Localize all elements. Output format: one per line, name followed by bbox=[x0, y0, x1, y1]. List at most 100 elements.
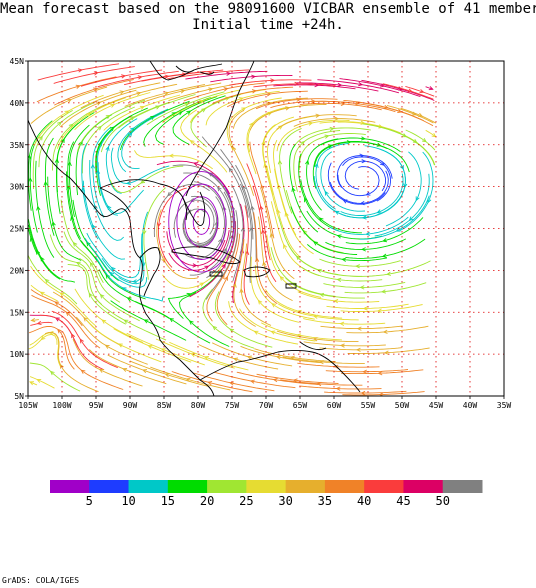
streamline-arrow bbox=[204, 265, 210, 270]
streamline-arrow bbox=[193, 162, 198, 167]
streamline-arrow bbox=[313, 241, 318, 246]
streamline-arrow bbox=[201, 108, 207, 113]
streamline bbox=[35, 160, 55, 258]
streamline bbox=[357, 101, 434, 127]
streamline bbox=[39, 314, 105, 371]
streamline bbox=[341, 369, 424, 375]
streamline bbox=[276, 114, 357, 130]
streamline bbox=[168, 230, 230, 271]
streamline bbox=[324, 390, 407, 394]
streamline bbox=[253, 212, 278, 305]
streamline bbox=[385, 151, 422, 227]
streamline-arrow bbox=[239, 288, 244, 293]
streamline-arrow bbox=[329, 126, 335, 132]
streamline-arrow bbox=[336, 234, 342, 239]
streamline bbox=[214, 371, 296, 389]
streamline-arrow bbox=[49, 370, 55, 376]
streamline bbox=[141, 69, 224, 82]
streamline-arrow bbox=[67, 98, 73, 103]
streamline bbox=[31, 319, 39, 321]
streamline-arrow bbox=[261, 140, 266, 146]
streamline-arrow bbox=[382, 329, 388, 334]
streamline-arrow bbox=[59, 363, 64, 369]
streamline-arrow bbox=[160, 348, 166, 353]
streamline-arrow bbox=[229, 328, 235, 333]
streamline bbox=[210, 74, 293, 83]
streamline bbox=[28, 228, 38, 255]
streamline bbox=[303, 341, 386, 347]
streamline bbox=[67, 263, 127, 325]
streamline bbox=[166, 231, 226, 267]
streamline bbox=[121, 111, 166, 170]
streamline-arrow bbox=[314, 162, 319, 168]
streamline bbox=[327, 195, 403, 219]
streamline bbox=[296, 82, 379, 92]
streamline bbox=[300, 179, 362, 234]
streamline-arrow bbox=[360, 390, 366, 396]
streamline-arrow bbox=[79, 338, 84, 344]
streamline bbox=[124, 84, 205, 107]
streamline-arrow bbox=[246, 355, 252, 360]
streamline-arrow bbox=[91, 224, 96, 230]
streamline-arrow bbox=[212, 325, 218, 331]
streamline bbox=[80, 240, 146, 300]
x-tick-label: 70W bbox=[259, 401, 274, 410]
streamline bbox=[173, 199, 215, 238]
streamline-arrow bbox=[155, 105, 161, 110]
streamline bbox=[110, 147, 170, 184]
streamline bbox=[28, 255, 78, 305]
streamline-arrow bbox=[359, 285, 365, 290]
streamline bbox=[254, 264, 315, 320]
streamline-arrow bbox=[188, 320, 194, 325]
streamline bbox=[33, 94, 104, 146]
streamline bbox=[72, 338, 143, 387]
streamline bbox=[167, 69, 250, 80]
streamline-arrow bbox=[232, 357, 239, 362]
streamline bbox=[425, 129, 436, 138]
streamline-arrow bbox=[28, 177, 33, 182]
streamline bbox=[44, 331, 99, 393]
streamline bbox=[56, 112, 95, 193]
streamline bbox=[260, 189, 295, 280]
streamline bbox=[382, 83, 434, 100]
streamline-arrow bbox=[95, 169, 101, 175]
streamline-arrow bbox=[263, 162, 268, 168]
streamline-arrow bbox=[324, 190, 329, 196]
cyclone-ring bbox=[176, 183, 227, 260]
coastline-us-east bbox=[185, 61, 255, 197]
streamline bbox=[110, 300, 187, 341]
streamline-arrow bbox=[70, 215, 75, 221]
streamline-arrow bbox=[270, 78, 276, 83]
streamline-arrow bbox=[125, 180, 131, 186]
streamline bbox=[190, 94, 241, 148]
streamlines bbox=[28, 63, 437, 396]
streamline bbox=[262, 116, 295, 195]
x-tick-label: 75W bbox=[225, 401, 240, 410]
streamline bbox=[386, 105, 434, 124]
streamline bbox=[29, 376, 55, 389]
streamline-arrow bbox=[254, 257, 260, 262]
streamline bbox=[346, 325, 429, 334]
streamline-arrow bbox=[355, 264, 360, 269]
streamline bbox=[235, 164, 257, 262]
streamline-arrow bbox=[257, 299, 263, 305]
y-tick-label: 40N bbox=[10, 99, 25, 108]
streamline-arrow bbox=[142, 369, 148, 374]
streamline bbox=[329, 170, 389, 204]
streamline-arrow bbox=[222, 205, 227, 211]
streamline bbox=[198, 344, 279, 370]
streamline-arrow bbox=[354, 101, 360, 106]
streamline bbox=[179, 291, 230, 347]
streamline bbox=[72, 199, 119, 281]
coastline-hispaniola bbox=[243, 266, 271, 278]
streamline-arrow bbox=[75, 84, 81, 89]
streamline-arrow bbox=[199, 282, 205, 287]
streamline bbox=[169, 341, 249, 371]
streamline-arrow bbox=[428, 86, 434, 91]
streamline bbox=[29, 134, 41, 233]
streamline-arrow bbox=[228, 167, 234, 173]
streamline bbox=[299, 385, 382, 390]
coastline-cuba bbox=[171, 246, 241, 265]
streamline bbox=[146, 91, 225, 126]
x-tick-label: 105W bbox=[18, 401, 37, 410]
